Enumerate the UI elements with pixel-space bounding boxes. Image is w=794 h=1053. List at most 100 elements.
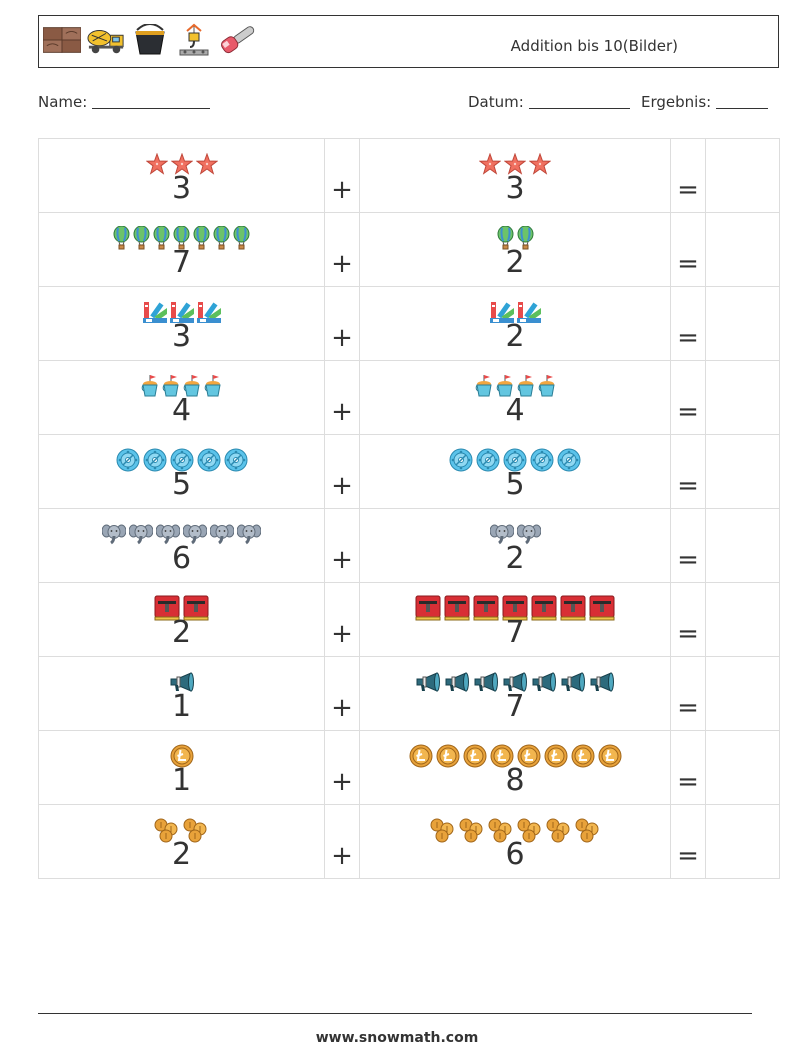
operand-a-number: 2 — [171, 615, 192, 650]
problem-row: 3 +3 = — [38, 138, 780, 213]
answer-box[interactable] — [705, 730, 780, 805]
postbox-icon — [183, 595, 209, 621]
answer-box[interactable] — [705, 508, 780, 583]
picture-group — [154, 595, 209, 621]
film-reel-icon — [224, 448, 248, 472]
elephant-icon — [183, 523, 207, 545]
picture-group — [113, 226, 250, 250]
plus-sign-cell: + — [324, 582, 360, 657]
name-line[interactable] — [92, 93, 211, 109]
coin-stack-icon — [154, 817, 180, 843]
equals-sign-cell: = — [670, 730, 706, 805]
date-field[interactable]: Datum: — [468, 93, 630, 111]
answer-box[interactable] — [705, 286, 780, 361]
megaphone-icon — [444, 671, 470, 693]
operand-b-number: 7 — [505, 615, 525, 650]
answer-box[interactable] — [705, 212, 780, 287]
coin-stack-icon — [546, 817, 572, 843]
hot-air-balloon-icon — [193, 226, 210, 250]
operand-b-cell: 3 — [359, 138, 671, 213]
operand-a-number: 7 — [171, 245, 192, 280]
equals-sign-cell: = — [670, 804, 706, 879]
answer-box[interactable] — [705, 138, 780, 213]
equals-sign: = — [677, 545, 699, 575]
crane-hook-icon — [175, 20, 213, 60]
picture-group — [409, 744, 622, 768]
problem-row: 5 +5 = — [38, 434, 780, 509]
litecoin-icon — [170, 744, 194, 768]
picture-group — [430, 817, 601, 843]
equals-sign: = — [677, 397, 699, 427]
picture-group — [475, 374, 556, 398]
operand-b-number: 3 — [505, 171, 525, 206]
operand-a-number: 1 — [171, 689, 192, 724]
elephant-icon — [129, 523, 153, 545]
operand-b-number: 2 — [505, 541, 525, 576]
plus-sign-cell: + — [324, 508, 360, 583]
plus-sign: + — [331, 397, 353, 427]
concrete-mixer-truck-icon — [87, 20, 125, 60]
paint-swatches-icon — [516, 300, 541, 324]
name-field[interactable]: Name: — [38, 93, 211, 111]
operand-a-number: 2 — [171, 837, 192, 872]
operand-a-cell: 7 — [38, 212, 325, 287]
picture-group — [489, 522, 541, 546]
hot-air-balloon-icon — [233, 226, 250, 250]
chainsaw-icon — [219, 20, 257, 60]
operand-b-cell: 2 — [359, 212, 671, 287]
problem-row: 4 +4 = — [38, 360, 780, 435]
coin-stack-icon — [517, 817, 543, 843]
plus-sign-cell: + — [324, 804, 360, 879]
operand-b-number: 4 — [505, 393, 525, 428]
equals-sign: = — [677, 767, 699, 797]
answer-box[interactable] — [705, 582, 780, 657]
hot-air-balloon-icon — [113, 226, 130, 250]
result-field[interactable]: Ergebnis: — [641, 93, 768, 111]
coin-stack-icon — [183, 817, 209, 843]
wood-planks-icon — [43, 20, 81, 60]
operand-b-cell: 2 — [359, 286, 671, 361]
equals-sign: = — [677, 249, 699, 279]
operand-a-cell: 3 — [38, 138, 325, 213]
postbox-icon — [502, 595, 528, 621]
operand-b-number: 2 — [505, 319, 525, 354]
elephant-icon — [489, 523, 514, 545]
answer-box[interactable] — [705, 434, 780, 509]
footer-url: www.snowmath.com — [315, 1030, 479, 1046]
equals-sign-cell: = — [670, 212, 706, 287]
plus-sign-cell: + — [324, 360, 360, 435]
problem-row: 6 +2 = — [38, 508, 780, 583]
hot-air-balloon-icon — [173, 226, 190, 250]
worksheet-header: Addition bis 10(Bilder) — [38, 15, 779, 68]
answer-box[interactable] — [705, 656, 780, 731]
name-label: Name: — [38, 93, 88, 111]
operand-b-number: 8 — [505, 763, 525, 798]
operand-b-cell: 4 — [359, 360, 671, 435]
operand-a-number: 3 — [171, 171, 192, 206]
film-reel-icon — [557, 448, 581, 472]
plus-sign-cell: + — [324, 656, 360, 731]
film-reel-icon — [170, 448, 194, 472]
megaphone-icon — [473, 671, 499, 693]
equals-sign: = — [677, 693, 699, 723]
megaphone-icon — [502, 671, 528, 693]
litecoin-icon — [490, 744, 514, 768]
megaphone-icon — [531, 671, 557, 693]
bucket-icon — [131, 20, 169, 60]
plus-sign: + — [331, 175, 353, 205]
answer-box[interactable] — [705, 804, 780, 879]
plus-sign: + — [331, 693, 353, 723]
plus-sign: + — [331, 619, 353, 649]
date-line[interactable] — [528, 93, 630, 109]
operand-a-cell: 2 — [38, 582, 325, 657]
operand-a-cell: 6 — [38, 508, 325, 583]
operand-a-number: 1 — [171, 763, 192, 798]
megaphone-icon — [169, 671, 195, 693]
answer-box[interactable] — [705, 360, 780, 435]
postbox-icon — [154, 595, 180, 621]
hot-air-balloon-icon — [153, 226, 170, 250]
picture-group — [154, 817, 209, 843]
problem-row: 2 +6 = — [38, 804, 780, 879]
result-line[interactable] — [715, 93, 768, 109]
operand-b-cell: 2 — [359, 508, 671, 583]
